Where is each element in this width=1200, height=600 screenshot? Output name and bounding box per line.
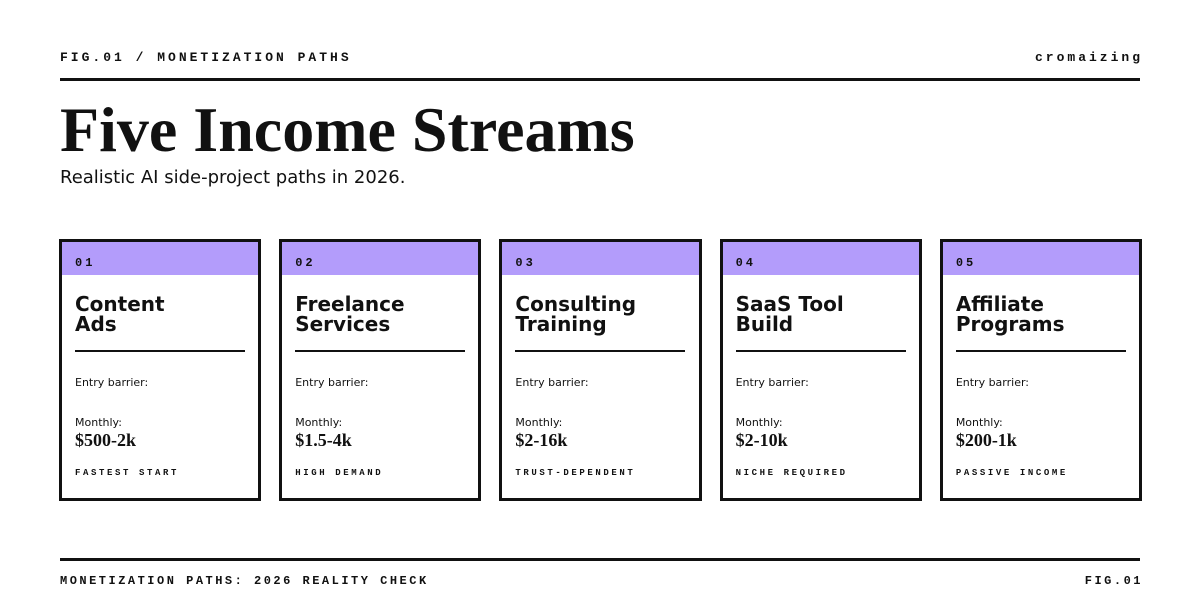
entry-barrier-label: Entry barrier: [295,376,369,389]
monthly-value: $1.5-4k [295,430,352,450]
card-title: SaaS Tool Build [736,294,906,334]
card-title-line-1: Affiliate [955,292,1044,316]
card-divider [515,350,686,352]
card-title-line-2: Services [295,312,391,336]
monthly-label: Monthly: [515,416,563,429]
income-stream-card: 03 Consulting Training Entry barrier: Mo… [499,239,702,501]
card-divider [75,350,245,352]
card-title-line-1: Content [75,292,165,316]
entry-barrier-label: Entry barrier: [75,376,149,389]
page-title: Five Income Streams [60,94,635,165]
income-stream-card: 02 Freelance Services Entry barrier: Mon… [279,239,482,501]
entry-barrier-label: Entry barrier: [515,376,589,389]
card-accent-header [722,242,919,275]
card-number: 03 [515,256,536,270]
income-stream-card: 05 Affiliate Programs Entry barrier: Mon… [939,239,1143,501]
card-title: Affiliate Programs [956,294,1126,334]
header-divider [60,78,1140,81]
card-number: 05 [955,256,977,270]
income-stream-card: 01 Content Ads Entry barrier: Monthly: $… [59,239,262,501]
card-tag: HIGH DEMAND [295,468,384,478]
card-title-line-2: Programs [955,312,1065,336]
monthly-value: $200-1k [955,430,1017,450]
footer-figure-label: FIG.01 [1084,574,1143,588]
card-divider [955,350,1126,352]
entry-barrier-label: Entry barrier: [955,376,1030,389]
card-number: 01 [75,256,96,270]
card-tag: NICHE REQUIRED [735,468,848,478]
card-accent-header [62,242,259,275]
card-title-line-2: Training [515,312,607,336]
card-title: Consulting Training [515,294,685,334]
card-title-line-1: Freelance [295,292,405,316]
card-number: 02 [295,256,316,270]
monthly-label: Monthly: [75,416,122,429]
card-accent-header [942,242,1140,275]
brand-name: cromaizing [1034,50,1143,65]
card-title-line-1: Consulting [515,292,637,316]
card-title-line-2: Build [735,312,794,336]
footer-caption: MONETIZATION PATHS: 2026 REALITY CHECK [60,574,429,588]
monthly-label: Monthly: [735,416,783,429]
card-tag: PASSIVE INCOME [955,468,1068,478]
card-title: Content Ads [75,294,245,334]
income-stream-cards: 01 Content Ads Entry barrier: Monthly: $… [59,239,1143,501]
card-title-line-2: Ads [75,312,117,336]
monthly-value: $2-10k [735,430,788,450]
footer-divider [60,558,1140,561]
monthly-value: $2-16k [515,430,568,450]
card-accent-header [282,242,479,275]
card-divider [735,350,906,352]
entry-barrier-label: Entry barrier: [735,376,809,389]
card-number: 04 [735,256,757,270]
card-title: Freelance Services [295,294,465,334]
monthly-label: Monthly: [295,416,343,429]
monthly-label: Monthly: [955,416,1003,429]
card-tag: TRUST-DEPENDENT [515,468,636,478]
card-divider [295,350,466,352]
page-subtitle: Realistic AI side-project paths in 2026. [60,167,406,188]
figure-label: FIG.01 / MONETIZATION PATHS [60,50,352,65]
card-tag: FASTEST START [75,468,180,478]
income-stream-card: 04 SaaS Tool Build Entry barrier: Monthl… [719,239,922,501]
card-title-line-1: SaaS Tool [735,292,844,316]
card-accent-header [502,242,699,275]
monthly-value: $500-2k [75,430,137,450]
